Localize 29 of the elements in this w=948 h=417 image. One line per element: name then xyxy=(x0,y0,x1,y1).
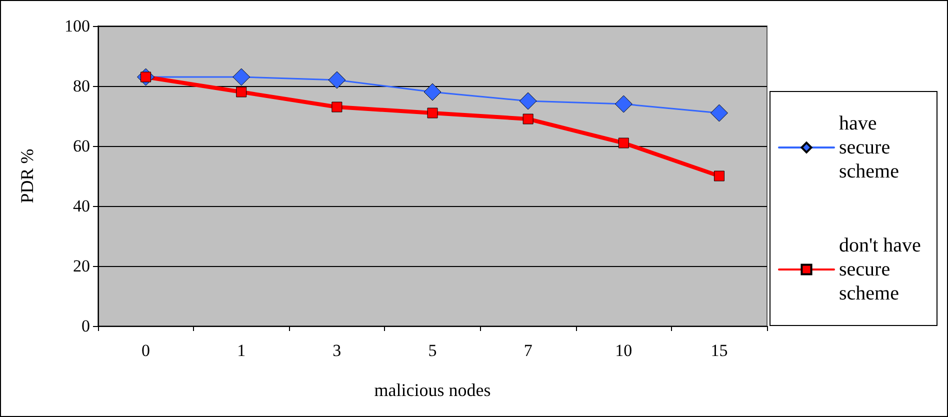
point xyxy=(332,102,342,112)
y-tick-label: 40 xyxy=(73,196,90,216)
y-tick-label: 80 xyxy=(73,76,90,96)
point xyxy=(614,95,632,113)
x-tick-label: 10 xyxy=(615,341,632,360)
point xyxy=(427,108,438,118)
legend-label: have secure scheme xyxy=(839,112,900,182)
y-tick-label: 100 xyxy=(64,16,90,36)
x-tick-label: 3 xyxy=(332,341,342,360)
point xyxy=(714,170,724,182)
x-tick-label: 7 xyxy=(524,341,533,360)
point xyxy=(519,92,537,110)
point xyxy=(236,86,247,98)
point xyxy=(618,138,629,148)
x-tick-label: 1 xyxy=(237,341,246,360)
point xyxy=(522,114,534,124)
x-tick-label: 15 xyxy=(710,341,728,360)
point xyxy=(710,104,728,122)
point xyxy=(232,68,250,86)
y-axis-title: PDR % xyxy=(17,148,37,204)
y-tick-label: 0 xyxy=(82,316,90,336)
y-tick-label: 60 xyxy=(73,136,90,156)
x-axis-title: malicious nodes xyxy=(374,380,491,400)
x-tick-label: 0 xyxy=(142,341,150,360)
y-tick-label: 20 xyxy=(73,256,90,276)
point xyxy=(328,71,346,89)
legend-label: don't have secure scheme xyxy=(839,234,926,304)
x-tick-label: 5 xyxy=(428,341,437,360)
point xyxy=(424,83,442,101)
